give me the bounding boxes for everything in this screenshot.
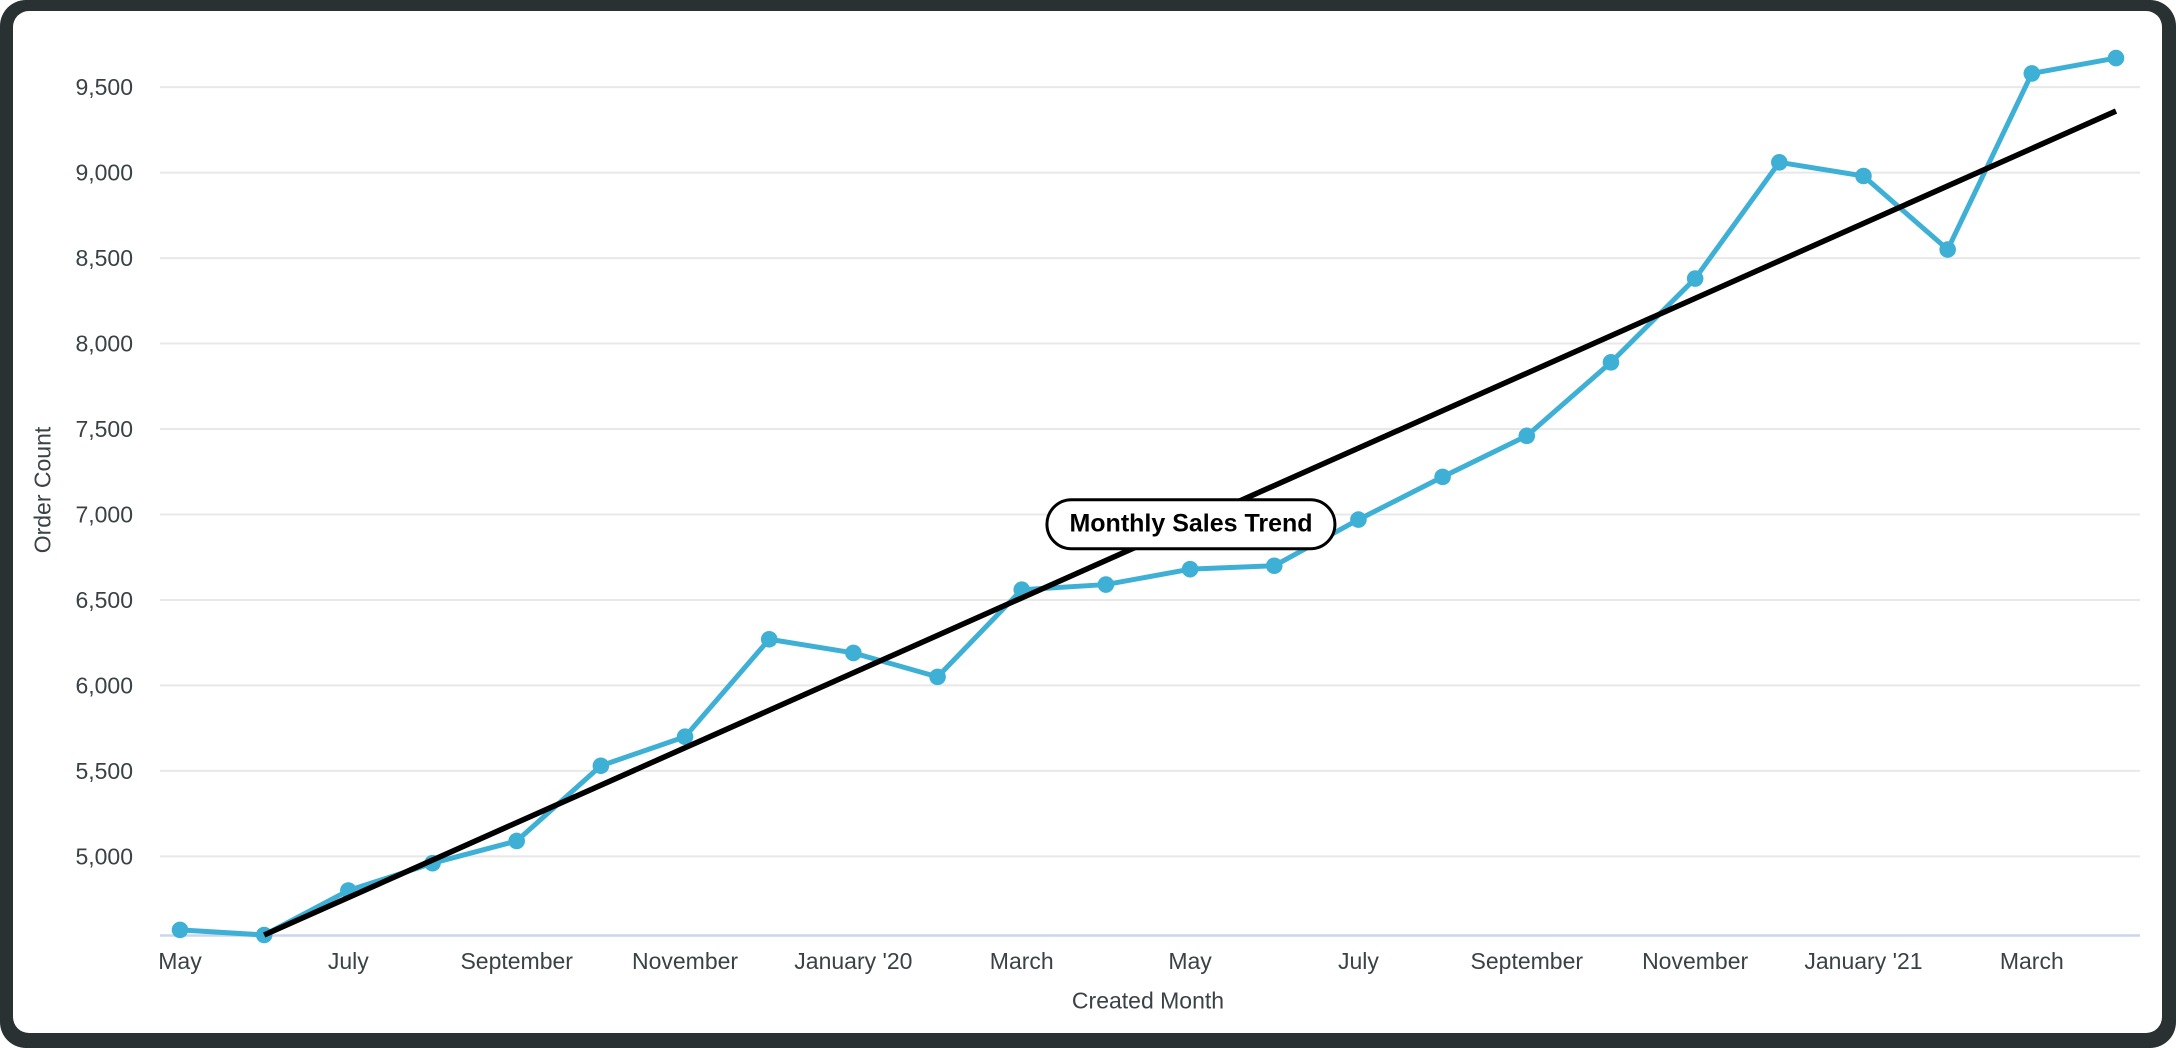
y-tick-label-5000: 5,000	[75, 843, 133, 869]
x-tick-label-18: November	[1642, 948, 1748, 974]
data-point-jan-2020[interactable]: Jan 2020: 6,190	[845, 644, 862, 662]
data-point-jun-2020[interactable]: Jun 2020: 6,700	[1265, 557, 1283, 575]
x-tick-label-2: July	[328, 948, 369, 974]
data-point-oct-2019[interactable]: Oct 2019: 5,530	[592, 757, 610, 775]
data-point-apr-2021[interactable]: Apr 2021: 9,670	[2107, 49, 2125, 67]
x-tick-label-20: January '21	[1804, 948, 1922, 974]
data-point-sep-2020[interactable]: Sep 2020: 7,460	[1518, 427, 1536, 445]
x-tick-label-4: September	[460, 948, 573, 974]
data-point-feb-2021[interactable]: Feb 2021: 8,550	[1939, 241, 1956, 258]
y-tick-label-6000: 6,000	[75, 672, 133, 698]
data-point-aug-2020[interactable]: Aug 2020: 7,220	[1434, 468, 1451, 486]
data-point-dec-2019[interactable]: Dec 2019: 6,270	[760, 630, 778, 648]
x-tick-label-10: March	[990, 948, 1054, 974]
x-axis-title: Created Month	[1071, 987, 1225, 1014]
x-tick-label-6: November	[632, 948, 738, 974]
y-tick-label-7500: 7,500	[75, 416, 133, 442]
y-tick-label-7000: 7,000	[75, 501, 133, 527]
y-tick-label-8000: 8,000	[75, 331, 133, 357]
y-tick-label-6500: 6,500	[75, 587, 133, 613]
data-point-may-2019[interactable]: May 2019: 4,570	[171, 921, 189, 939]
data-point-jan-2021[interactable]: Jan 2021: 8,980	[1855, 167, 1872, 185]
data-point-may-2020[interactable]: May 2020: 6,680	[1181, 560, 1199, 578]
x-tick-label-8: January '20	[794, 948, 912, 974]
y-tick-label-9500: 9,500	[75, 74, 133, 100]
x-tick-label-16: September	[1471, 948, 1584, 974]
data-point-feb-2020[interactable]: Feb 2020: 6,050	[929, 668, 946, 686]
data-point-apr-2020[interactable]: Apr 2020: 6,590	[1097, 576, 1115, 593]
y-axis-title: Order Count	[29, 426, 56, 554]
y-tick-label-5500: 5,500	[75, 758, 133, 784]
data-point-mar-2021[interactable]: Mar 2021: 9,580	[2023, 65, 2041, 82]
data-point-jul-2020[interactable]: Jul 2020: 6,970	[1350, 511, 1367, 528]
y-tick-label-8500: 8,500	[75, 245, 133, 271]
x-tick-label-22: March	[2000, 948, 2064, 974]
trend-annotation-pill: Monthly Sales Trend	[1045, 498, 1337, 550]
x-tick-label-0: May	[158, 948, 202, 974]
series-line-order-count	[177, 55, 2119, 938]
x-tick-label-12: May	[1168, 948, 1212, 974]
y-tick-label-9000: 9,000	[75, 160, 133, 186]
data-point-oct-2020[interactable]: Oct 2020: 7,890	[1602, 354, 1620, 371]
data-point-dec-2020[interactable]: Dec 2020: 9,060	[1771, 154, 1788, 171]
data-point-sep-2019[interactable]: Sep 2019: 5,090	[508, 832, 525, 850]
trend-annotation-label: Monthly Sales Trend	[1069, 509, 1313, 538]
x-tick-label-14: July	[1338, 948, 1379, 974]
data-point-nov-2019[interactable]: Nov 2019: 5,700	[676, 728, 694, 746]
data-point-nov-2020[interactable]: Nov 2020: 8,380	[1686, 270, 1704, 287]
